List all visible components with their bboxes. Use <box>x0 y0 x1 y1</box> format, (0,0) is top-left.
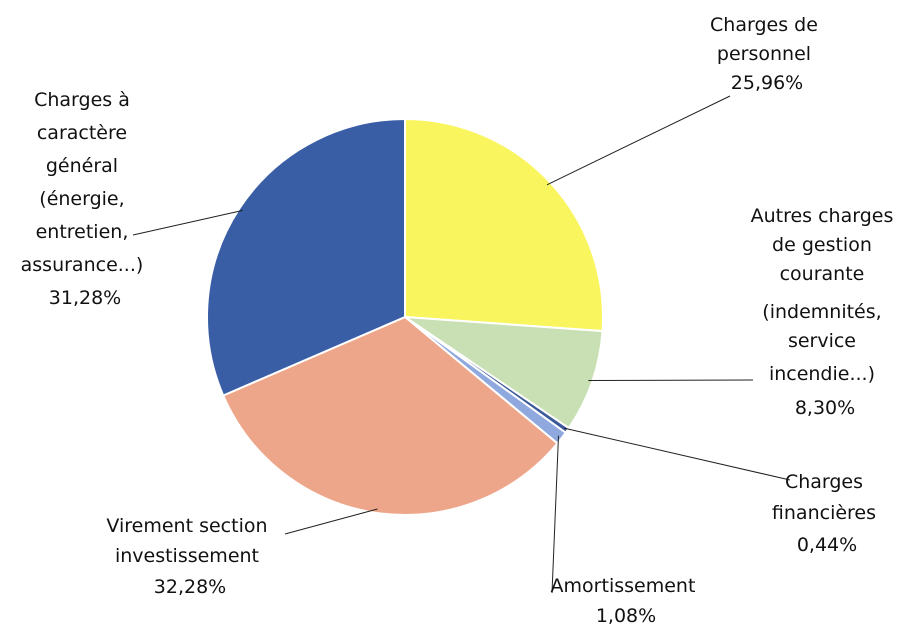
leader-lines <box>132 95 791 594</box>
leader-virement <box>284 508 378 535</box>
leader-amortissement <box>551 435 559 594</box>
slice-virement <box>221 315 559 517</box>
label-charges-financieres: Charges financières 0,44% <box>772 471 882 556</box>
slice-autres <box>401 315 604 430</box>
leader-financieres <box>563 427 791 481</box>
slice-personnel <box>404 117 604 333</box>
label-amortissement: Amortissement 1,08% <box>551 575 702 627</box>
label-autres-charges: Autres charges de gestion courante (inde… <box>751 205 900 419</box>
label-personnel: Charges de personnel 25,96% <box>710 14 824 94</box>
pie-slices <box>205 117 604 517</box>
leader-autres <box>588 379 754 381</box>
slice-general <box>205 117 406 397</box>
label-charges-general: Charges à caractère général (énergie, en… <box>21 89 150 309</box>
leader-general <box>132 209 244 236</box>
label-virement: Virement section investissement 32,28% <box>106 515 273 598</box>
leader-personnel <box>546 95 731 186</box>
